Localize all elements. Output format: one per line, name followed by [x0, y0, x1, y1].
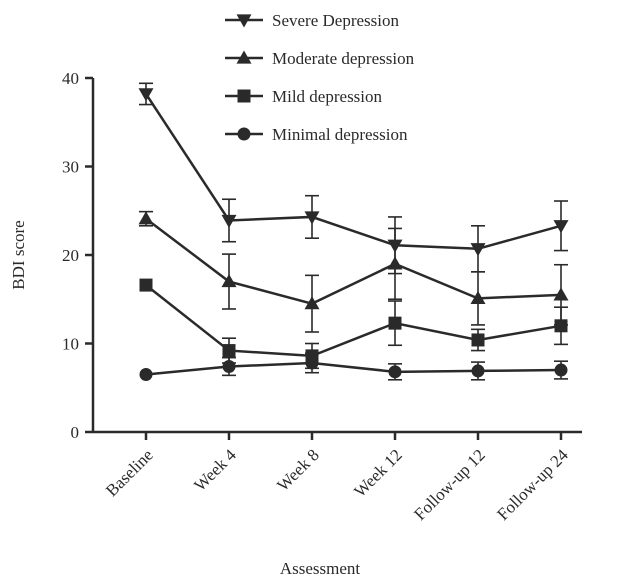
legend-item: Minimal depression	[225, 125, 408, 144]
y-tick-label: 30	[62, 158, 79, 177]
series-line	[145, 361, 562, 376]
legend-marker	[236, 14, 252, 28]
legend-marker	[237, 127, 251, 141]
x-axis-title: Assessment	[280, 559, 361, 577]
data-point	[305, 356, 319, 370]
data-point	[138, 211, 154, 225]
x-tick-label: Baseline	[102, 445, 157, 500]
legend-label: Moderate depression	[272, 49, 415, 68]
legend-marker	[236, 50, 252, 64]
data-point	[471, 364, 485, 378]
data-point	[138, 88, 154, 102]
data-point	[139, 367, 153, 381]
data-point	[554, 319, 568, 333]
y-tick-label: 10	[62, 335, 79, 354]
data-point	[553, 220, 569, 234]
data-point	[388, 316, 402, 330]
series-triangle-down	[138, 82, 569, 275]
legend-item: Severe Depression	[225, 11, 399, 30]
data-point	[388, 365, 402, 379]
data-point	[554, 363, 568, 377]
legend-label: Mild depression	[272, 87, 383, 106]
x-tick-label: Follow-up 12	[410, 445, 489, 524]
data-point	[470, 243, 486, 257]
legend-label: Minimal depression	[272, 125, 408, 144]
data-point	[221, 214, 237, 228]
data-point	[304, 211, 320, 225]
y-tick-label: 0	[71, 423, 80, 442]
y-axis-title: BDI score	[9, 220, 28, 289]
data-point	[139, 278, 153, 292]
series-circle	[139, 352, 568, 381]
legend-item: Mild depression	[225, 87, 383, 106]
data-point	[471, 333, 485, 347]
data-point	[304, 296, 320, 310]
series-group	[138, 82, 569, 381]
series-line	[145, 217, 562, 306]
legend-item: Moderate depression	[225, 49, 415, 68]
y-ticks: 0 10 20 30 40	[62, 69, 93, 442]
legend-label: Severe Depression	[272, 11, 399, 30]
data-point	[222, 360, 236, 374]
x-tick-label: Week 12	[350, 445, 406, 501]
data-point	[221, 274, 237, 288]
legend: Severe Depression Moderate depression Mild…	[225, 11, 415, 144]
x-tick-label: Follow-up 24	[493, 445, 572, 524]
x-tick-label: Week 4	[190, 445, 240, 495]
y-tick-label: 20	[62, 246, 79, 265]
y-tick-label: 40	[62, 69, 79, 88]
series-square	[139, 278, 568, 370]
x-ticks: Baseline Week 4 Week 8 Week 12 Follow-up 12 F…	[102, 432, 572, 524]
data-point	[387, 256, 403, 270]
legend-marker	[237, 89, 251, 103]
data-point	[470, 290, 486, 304]
x-tick-label: Week 8	[273, 445, 323, 495]
series-triangle-up	[138, 210, 569, 333]
series-line	[145, 284, 562, 358]
data-point	[553, 287, 569, 301]
data-point	[222, 344, 236, 358]
series-line	[144, 93, 562, 251]
